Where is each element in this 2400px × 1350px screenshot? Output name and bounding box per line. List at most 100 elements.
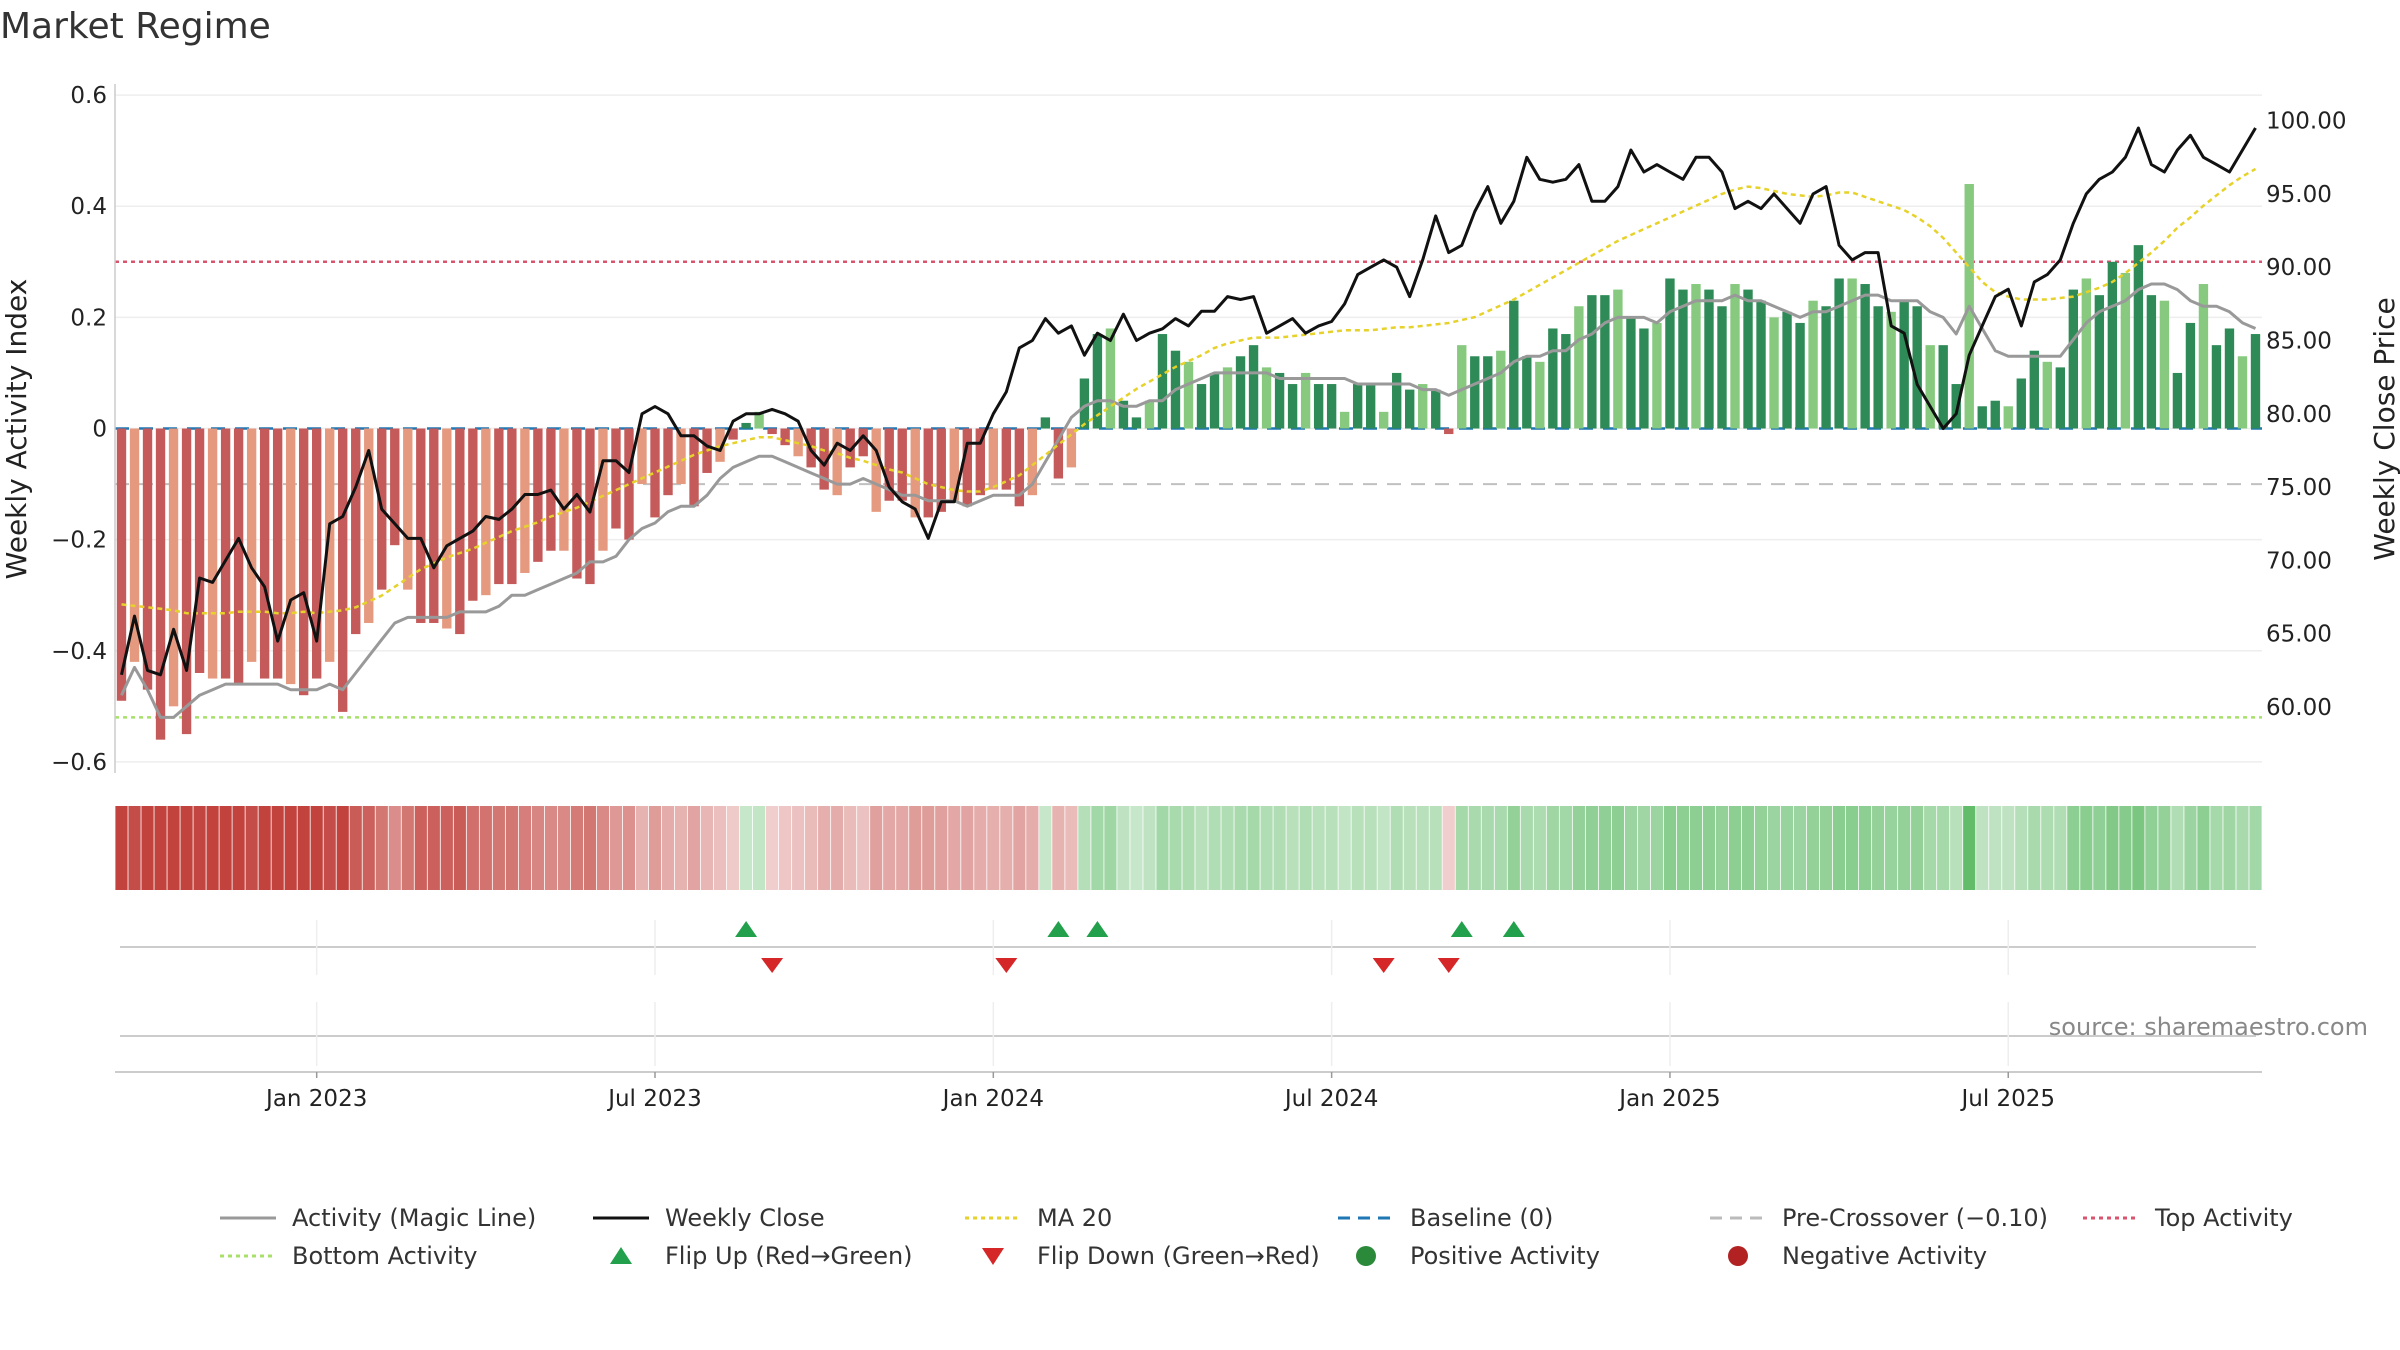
activity-bar — [1782, 311, 1792, 429]
regime-strip-cell — [1338, 806, 1351, 890]
legend-label: Top Activity — [2154, 1204, 2293, 1232]
series-lines — [120, 126, 2257, 719]
regime-strip-cell — [1885, 806, 1898, 890]
activity-bar — [507, 428, 517, 585]
regime-strip-cell — [1833, 806, 1846, 890]
regime-strip-cell — [2249, 806, 2262, 890]
activity-bar — [962, 428, 972, 507]
activity-bar — [390, 428, 400, 546]
regime-strip-cell — [1026, 806, 1039, 890]
activity-bar — [298, 428, 309, 696]
regime-strip-cell — [505, 806, 518, 890]
activity-bar — [1339, 411, 1350, 429]
regime-strip-cell — [844, 806, 857, 890]
activity-bar — [520, 428, 530, 573]
flip-markers-panel — [120, 920, 2256, 975]
activity-bar — [2068, 289, 2079, 429]
regime-strip-cell — [831, 806, 844, 890]
activity-bar — [1652, 322, 1662, 429]
activity-bar — [259, 428, 270, 679]
activity-bar — [1352, 384, 1363, 429]
regime-strip-cell — [258, 806, 271, 890]
activity-bar — [1131, 417, 1142, 429]
regime-strip-cell — [2015, 806, 2028, 890]
regime-strip-cell — [974, 806, 987, 890]
activity-bar — [2159, 300, 2170, 429]
legend-item: Negative Activity — [1728, 1242, 1987, 1270]
activity-bar — [832, 428, 842, 496]
activity-bar — [1769, 317, 1779, 429]
activity-bar — [780, 428, 790, 446]
activity-bar — [2172, 372, 2183, 429]
activity-bar — [246, 428, 257, 662]
regime-strip-cell — [1819, 806, 1833, 890]
activity-bar — [1326, 384, 1337, 429]
activity-bar — [2029, 350, 2039, 429]
regime-strip-cell — [115, 806, 128, 890]
regime-strip-cell — [518, 806, 531, 890]
regime-strip-cell — [440, 806, 453, 890]
left-axis-label: Weekly Activity Index — [0, 279, 33, 580]
activity-bar — [624, 428, 634, 540]
x-tick-label: Jan 2025 — [1617, 1086, 1720, 1112]
activity-bar — [1457, 345, 1467, 429]
activity-bar — [220, 428, 231, 679]
activity-bar — [871, 428, 881, 512]
regime-strip-cell — [1156, 806, 1169, 890]
regime-strip-cell — [1911, 806, 1924, 890]
legend-label: Bottom Activity — [292, 1242, 477, 1270]
regime-strip-cell — [2080, 806, 2093, 890]
activity-dots-panel — [120, 1002, 2256, 1066]
activity-bar — [1300, 372, 1311, 429]
activity-bar — [637, 428, 647, 485]
flip-up-marker — [735, 921, 758, 937]
activity-bar — [1808, 300, 1818, 429]
activity-bar — [1509, 300, 1519, 429]
regime-strip-cell — [1898, 806, 1911, 890]
right-tick-label: 65.00 — [2266, 622, 2332, 648]
activity-bar — [233, 428, 244, 685]
activity-bar — [1990, 400, 2000, 429]
regime-strip-cell — [596, 806, 610, 890]
regime-strip-cell — [388, 806, 401, 890]
regime-strip-cell — [661, 806, 675, 890]
regime-strip-cell — [1169, 806, 1182, 890]
regime-strip-cell — [739, 806, 753, 890]
activity-bar — [1235, 356, 1246, 429]
activity-bar — [1040, 417, 1051, 429]
regime-strip-cell — [1546, 806, 1559, 890]
activity-bar — [1795, 322, 1805, 429]
regime-strip-cell — [1859, 806, 1872, 890]
regime-strip-cell — [2106, 806, 2119, 890]
regime-strip-cell — [1286, 806, 1299, 890]
x-tick-label: Jan 2024 — [941, 1086, 1044, 1112]
regime-strip-cell — [2041, 806, 2054, 890]
regime-strip-cell — [779, 806, 792, 890]
activity-bar — [364, 428, 374, 623]
regime-strip-cell — [1611, 806, 1625, 890]
regime-strip-cell — [1234, 806, 1247, 890]
legend-item: Bottom Activity — [220, 1242, 477, 1270]
flip-down-marker — [1372, 958, 1395, 973]
activity-bar — [1665, 278, 1675, 429]
activity-bar — [1014, 428, 1025, 507]
x-tick-label: Jul 2023 — [606, 1086, 702, 1112]
regime-strip-cell — [1950, 806, 1963, 890]
legend-item: Pre-Crossover (−0.10) — [1710, 1204, 2048, 1232]
legend-label: Weekly Close — [665, 1204, 825, 1232]
activity-bar — [1431, 389, 1441, 429]
activity-bar — [923, 428, 933, 518]
source-note: source: sharemaestro.com — [2049, 1013, 2368, 1041]
regime-strip-cell — [128, 806, 141, 890]
left-tick-label: 0.6 — [70, 83, 107, 109]
activity-bar — [2107, 261, 2118, 429]
legend-item: Baseline (0) — [1338, 1204, 1553, 1232]
legend: Activity (Magic Line) Weekly Close MA 20 Ba… — [220, 1204, 2293, 1270]
activity-bar — [168, 428, 179, 707]
activity-bar — [689, 428, 699, 507]
activity-bar — [1313, 384, 1324, 429]
legend-label: Negative Activity — [1782, 1242, 1987, 1270]
right-axis: 100.00 95.00 90.00 85.00 80.00 75.00 70.00 65.0… — [2266, 109, 2346, 721]
regime-strip-cell — [1767, 806, 1781, 890]
regime-strip-cell — [1351, 806, 1364, 890]
